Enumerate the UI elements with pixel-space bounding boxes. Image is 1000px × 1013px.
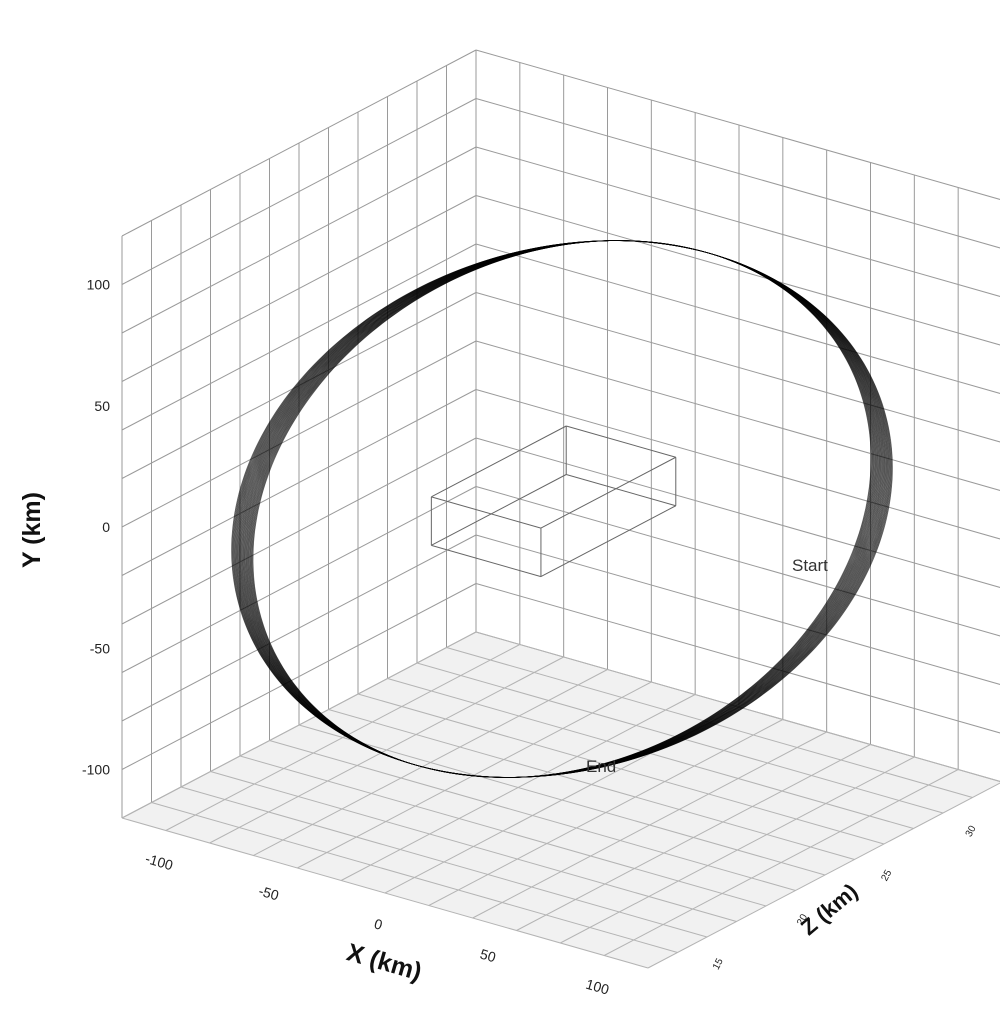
x-tick-label: -100 [144, 850, 176, 873]
x-tick-label: -50 [257, 882, 281, 903]
y-tick-label: 100 [87, 277, 111, 293]
grid-line [121, 195, 477, 382]
z-tick-label: 25 [879, 868, 894, 883]
grid-line [475, 534, 1000, 685]
inner-box-edge [540, 456, 677, 529]
grid-line [475, 583, 1000, 734]
grid-line [151, 802, 678, 953]
grid-line [121, 49, 477, 237]
annotation-start: Start [792, 556, 828, 575]
grid-line [475, 437, 1000, 588]
grid-line [357, 693, 885, 845]
inner-box-edge [540, 505, 677, 578]
grid-line [475, 195, 1000, 346]
z-tick-label: 20 [795, 912, 810, 927]
annotations: Start End [586, 556, 828, 776]
trajectory-pass [231, 240, 893, 778]
grid-line [121, 389, 477, 576]
grid-line [475, 98, 1000, 249]
grid-line [121, 817, 649, 969]
grid-line [180, 786, 708, 938]
y-tick-label: 50 [94, 398, 110, 414]
x-tick-label: 100 [584, 976, 611, 998]
grid-line [121, 437, 477, 625]
grid-line [328, 709, 855, 860]
grid-line [475, 49, 1000, 200]
inner-box-edge [566, 425, 676, 458]
inner-box-edge [431, 496, 542, 529]
grid-line [121, 146, 477, 334]
grid-line [121, 340, 477, 528]
grid-line [475, 340, 1000, 491]
y-axis-title: Y (km) [18, 492, 46, 568]
grid-line [475, 486, 1000, 637]
tick-labels: 100 50 0 -50 -100 -100 -50 0 50 100 15 20 25 30 [82, 277, 979, 998]
grid-line [121, 534, 477, 722]
x-tick-label: 0 [372, 915, 384, 933]
x-tick-label: 50 [478, 946, 498, 966]
z-tick-label: 30 [964, 824, 979, 839]
trajectory-band [231, 240, 893, 778]
grid-line [121, 98, 477, 285]
grid-line [121, 486, 477, 673]
y-tick-label: -50 [90, 640, 110, 656]
grid-line [239, 755, 767, 907]
inner-box-edge [431, 425, 567, 498]
inner-box-edge [431, 544, 542, 578]
grid-line [121, 583, 477, 770]
y-tick-label: 0 [102, 519, 110, 535]
annotation-end: End [586, 757, 616, 776]
grid-line [210, 771, 737, 922]
inner-box-edge [566, 474, 676, 507]
grid-line [269, 740, 796, 891]
z-axis-title: Z (km) [796, 878, 863, 940]
z-tick-label: 15 [711, 956, 726, 971]
grid-line [121, 243, 477, 431]
grid-line [475, 243, 1000, 394]
inner-box-edge [431, 474, 567, 546]
grid-line [475, 389, 1000, 540]
x-axis-title: X (km) [344, 938, 425, 986]
grid-line [475, 146, 1000, 297]
grid-line [475, 292, 1000, 443]
y-tick-label: -100 [82, 762, 110, 778]
grid-line [298, 724, 826, 876]
inner-box [430, 425, 677, 578]
